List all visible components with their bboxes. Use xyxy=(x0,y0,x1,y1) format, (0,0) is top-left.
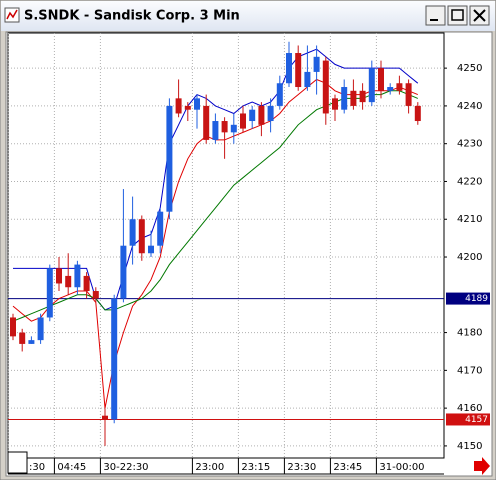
y-tick-label: 4160 xyxy=(457,403,482,414)
candle-body xyxy=(230,124,237,133)
y-tick-label: 4210 xyxy=(457,214,482,225)
candle-body xyxy=(378,68,384,91)
candle-body xyxy=(166,105,173,212)
candle-body xyxy=(148,245,154,254)
candle-body xyxy=(221,121,228,133)
candle-body xyxy=(28,340,35,344)
candle-body xyxy=(10,317,16,337)
candle-body xyxy=(396,83,403,91)
candle-body xyxy=(83,275,90,292)
x-tick-label: 23:00 xyxy=(195,462,224,473)
price-tag-label: 4157 xyxy=(465,415,488,425)
x-tick-label: 23:15 xyxy=(241,462,270,473)
price-tag xyxy=(446,413,490,426)
y-tick-label: 4230 xyxy=(457,139,482,150)
candle-body xyxy=(405,83,412,106)
y-tick-label: 4240 xyxy=(457,101,482,112)
candle-body xyxy=(37,317,44,341)
candle-body xyxy=(359,90,366,103)
candle-body xyxy=(212,121,219,140)
candle-body xyxy=(92,291,99,299)
plot-area xyxy=(7,32,445,459)
candle-body xyxy=(387,87,394,91)
candle-body xyxy=(368,68,375,103)
candle-body xyxy=(286,53,292,84)
candle-body xyxy=(332,98,338,110)
candle-body xyxy=(295,53,302,88)
corner-box[interactable] xyxy=(7,451,28,474)
candle-body xyxy=(46,268,53,318)
x-tick-label: 23:45 xyxy=(333,462,362,473)
x-tick-label: :30 xyxy=(29,462,45,473)
y-tick-label: 4180 xyxy=(457,328,482,339)
y-tick-label: 4250 xyxy=(457,63,482,74)
candle-body xyxy=(184,105,191,110)
candle-body xyxy=(258,105,265,125)
candle-body xyxy=(341,87,348,110)
y-tick-label: 4220 xyxy=(457,176,482,187)
candle-body xyxy=(249,109,256,122)
candle-body xyxy=(203,105,210,140)
indicator-line xyxy=(13,48,419,311)
indicator-line xyxy=(12,90,418,322)
candle-body xyxy=(19,332,26,344)
candle-body xyxy=(157,211,164,246)
candle-body xyxy=(74,264,81,288)
window-buttons xyxy=(425,5,490,26)
candle-body xyxy=(111,298,118,420)
candle-body xyxy=(414,105,421,122)
close-icon xyxy=(473,9,486,22)
chart-layer: 4150 4160 4170 4180 4200 4210 4220 4230 4240 4250… xyxy=(7,33,490,475)
candle-body xyxy=(267,105,274,122)
candle-body xyxy=(175,98,182,114)
maximize-icon xyxy=(451,9,464,21)
candle-body xyxy=(65,275,72,288)
candle-body xyxy=(304,71,311,88)
candle-body xyxy=(240,113,246,129)
maximize-button[interactable] xyxy=(447,5,468,26)
title-bar xyxy=(1,1,495,31)
x-tick-label: 23:30 xyxy=(287,462,316,473)
candle-body xyxy=(138,219,145,254)
candle-body xyxy=(276,83,283,106)
window-icon-graph xyxy=(6,9,18,20)
y-tick-label: 4170 xyxy=(457,365,482,376)
candle-body xyxy=(350,90,357,106)
candle-body xyxy=(313,56,320,72)
candle-body xyxy=(102,415,108,420)
minimize-button[interactable] xyxy=(425,5,446,26)
price-tag-label: 4189 xyxy=(465,294,488,304)
window-title: S.SNDK - Sandisk Corp. 3 Min xyxy=(24,9,240,24)
candle-body xyxy=(322,60,329,114)
candle-body xyxy=(129,219,136,246)
price-tag xyxy=(446,292,490,305)
scroll-arrow[interactable] xyxy=(474,457,490,475)
y-tick-label: 4200 xyxy=(457,252,482,263)
x-tick-label: 30-22:30 xyxy=(103,462,148,473)
candle-body xyxy=(120,245,127,299)
candle-body xyxy=(194,98,200,110)
x-tick-label: 31-00:00 xyxy=(379,462,424,473)
x-tick-label: 04:45 xyxy=(57,462,86,473)
y-tick-label: 4150 xyxy=(457,441,482,452)
candle-body xyxy=(56,268,62,284)
